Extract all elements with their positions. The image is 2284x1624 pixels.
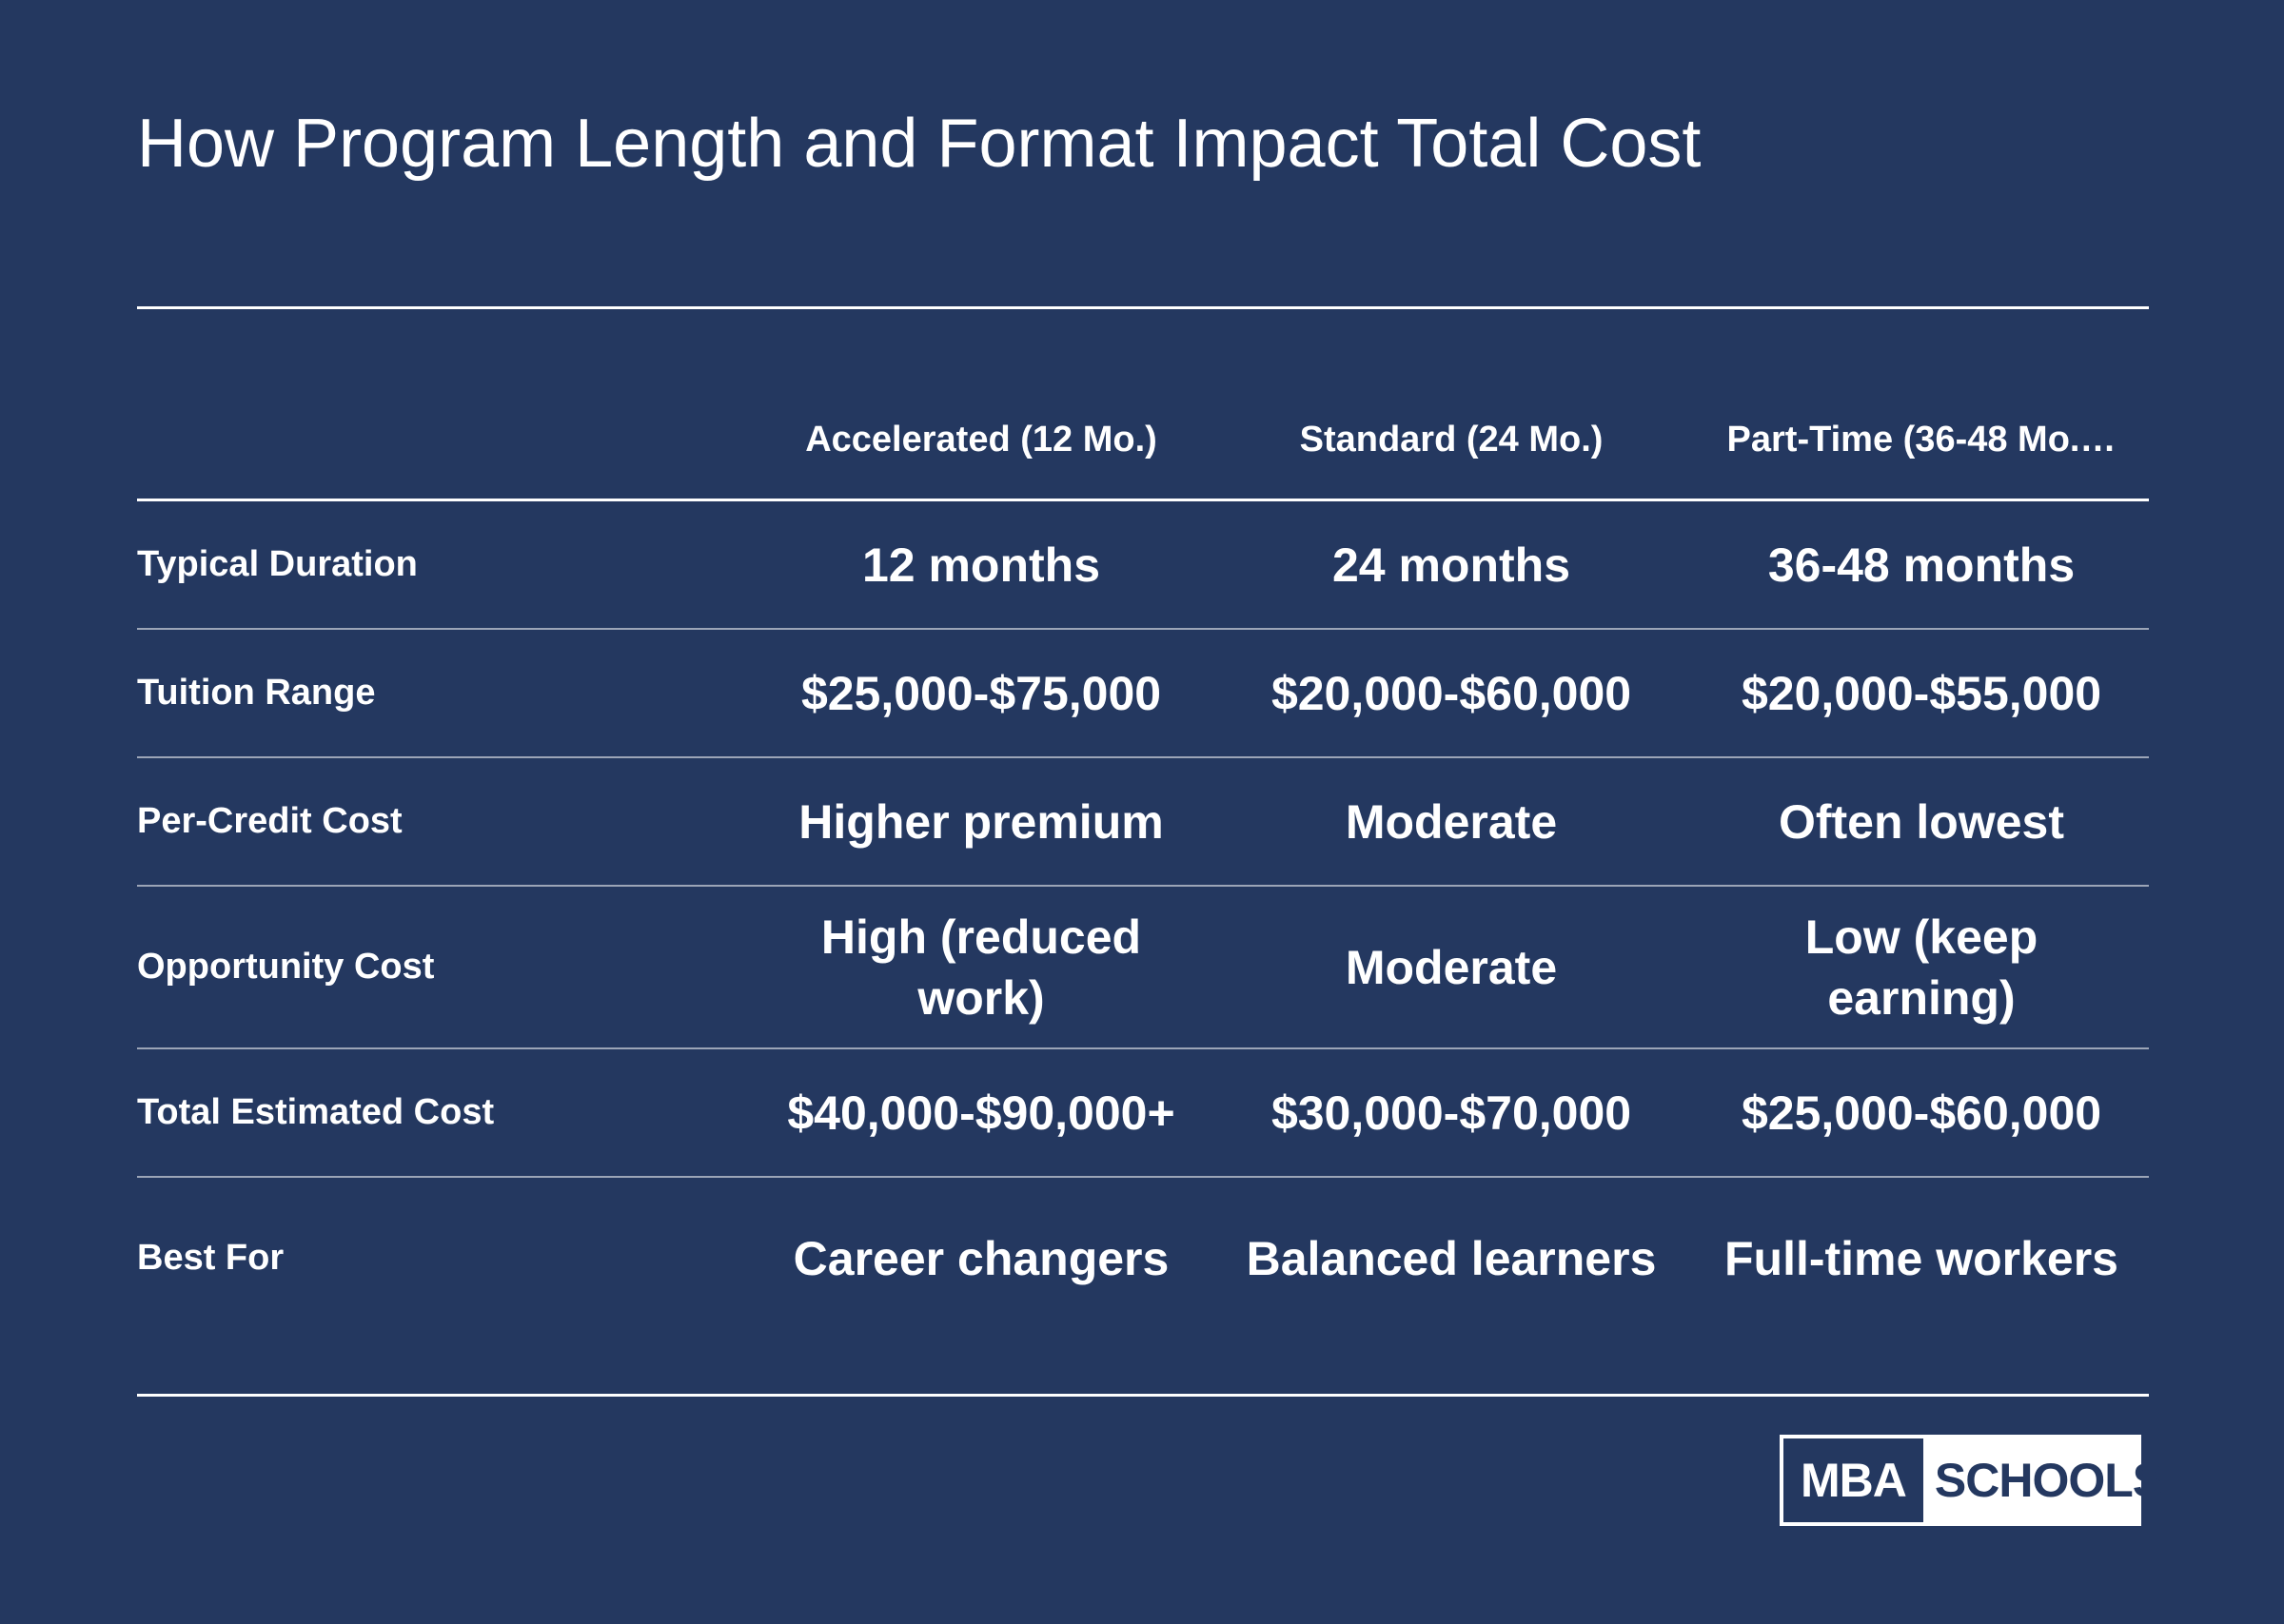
table-cell: $20,000-$60,000 [1270, 666, 1632, 720]
row-label: Typical Duration [137, 544, 418, 584]
table-cell: Balanced learners [1246, 1231, 1657, 1285]
table-row: Opportunity Cost High (reduced work) Mod… [137, 887, 2149, 1049]
table-cell: Higher premium [798, 794, 1164, 849]
table-cell: Moderate [1345, 940, 1558, 994]
column-header-part-time: Part-Time (36-48 Mo.… [1726, 419, 2117, 460]
table-cell: $25,000-$75,000 [800, 666, 1162, 720]
table-cell: $20,000-$55,000 [1741, 666, 2102, 720]
column-header-accelerated: Accelerated (12 Mo.) [805, 419, 1157, 460]
table-cell: 24 months [1331, 538, 1571, 592]
table-cell: 12 months [861, 538, 1101, 592]
table-cell: Full-time workers [1724, 1231, 2118, 1285]
row-label: Tuition Range [137, 673, 376, 713]
comparison-table: Accelerated (12 Mo.) Standard (24 Mo.) P… [137, 381, 2149, 1339]
table-cell: 36-48 months [1767, 538, 2076, 592]
table-cell: High (reduced work) [820, 910, 1142, 1025]
table-row: Tuition Range $25,000-$75,000 $20,000-$6… [137, 630, 2149, 758]
logo-schools-text: SCHOOLS [1934, 1454, 2164, 1507]
table-row: Best For Career changers Balanced learne… [137, 1178, 2149, 1339]
table-cell: Often lowest [1778, 794, 2065, 849]
table-row: Per-Credit Cost Higher premium Moderate … [137, 758, 2149, 887]
table-row: Typical Duration 12 months 24 months 36-… [137, 501, 2149, 630]
table-cell: $25,000-$60,000 [1741, 1086, 2102, 1140]
row-label: Opportunity Cost [137, 947, 435, 987]
bottom-divider [137, 1394, 2149, 1397]
page-title: How Program Length and Format Impact Tot… [137, 106, 1702, 182]
table-cell: $30,000-$70,000 [1270, 1086, 1632, 1140]
row-label: Per-Credit Cost [137, 801, 403, 841]
row-label: Best For [137, 1238, 285, 1278]
table-row: Total Estimated Cost $40,000-$90,000+ $3… [137, 1049, 2149, 1178]
table-cell: Career changers [793, 1231, 1170, 1285]
logo-mba-text: MBA [1783, 1438, 1923, 1522]
table-cell: Low (keep earning) [1804, 910, 2038, 1025]
table-header-row: Accelerated (12 Mo.) Standard (24 Mo.) P… [137, 381, 2149, 501]
row-label: Total Estimated Cost [137, 1092, 495, 1132]
top-divider [137, 306, 2149, 309]
column-header-standard: Standard (24 Mo.) [1299, 419, 1604, 460]
table-cell: $40,000-$90,000+ [787, 1086, 1175, 1140]
mba-schools-logo: MBA SCHOOLS [1780, 1435, 2164, 1526]
table-cell: Moderate [1345, 794, 1558, 849]
